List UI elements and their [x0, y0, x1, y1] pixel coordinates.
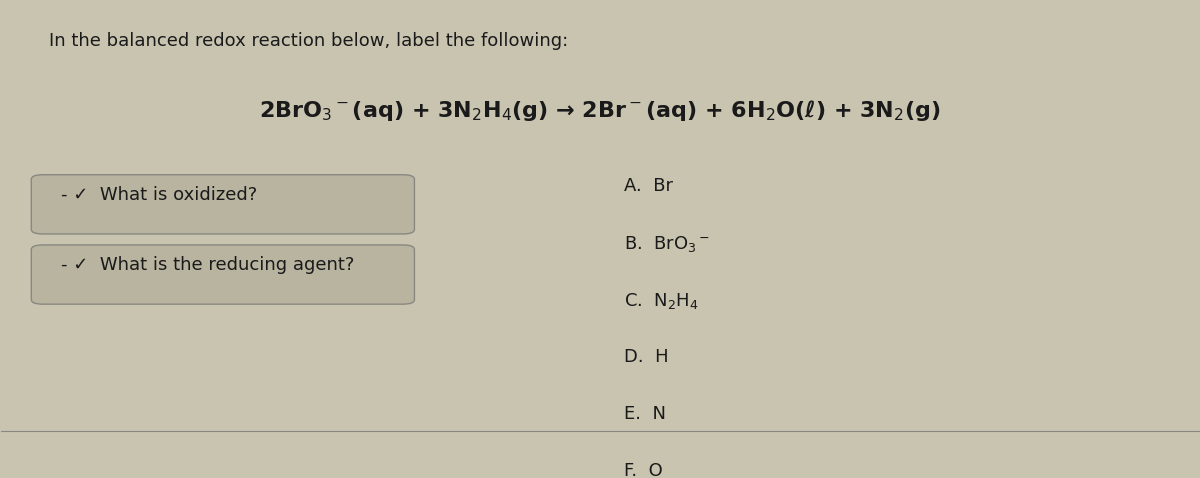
Text: E.  N: E. N — [624, 405, 666, 423]
Text: C.  N$_2$H$_4$: C. N$_2$H$_4$ — [624, 291, 698, 311]
Text: - ✓  What is the reducing agent?: - ✓ What is the reducing agent? — [61, 256, 355, 274]
Text: D.  H: D. H — [624, 348, 668, 366]
Text: 2BrO$_3$$^-$(aq) + 3N$_2$H$_4$(g) → 2Br$^-$(aq) + 6H$_2$O(ℓ) + 3N$_2$(g): 2BrO$_3$$^-$(aq) + 3N$_2$H$_4$(g) → 2Br$… — [259, 98, 941, 123]
Text: A.  Br: A. Br — [624, 177, 673, 195]
FancyBboxPatch shape — [31, 245, 414, 304]
FancyBboxPatch shape — [31, 175, 414, 234]
Text: In the balanced redox reaction below, label the following:: In the balanced redox reaction below, la… — [49, 32, 569, 50]
Text: - ✓  What is oxidized?: - ✓ What is oxidized? — [61, 185, 258, 204]
Text: F.  O: F. O — [624, 462, 662, 478]
Text: B.  BrO$_3$$^-$: B. BrO$_3$$^-$ — [624, 234, 710, 254]
